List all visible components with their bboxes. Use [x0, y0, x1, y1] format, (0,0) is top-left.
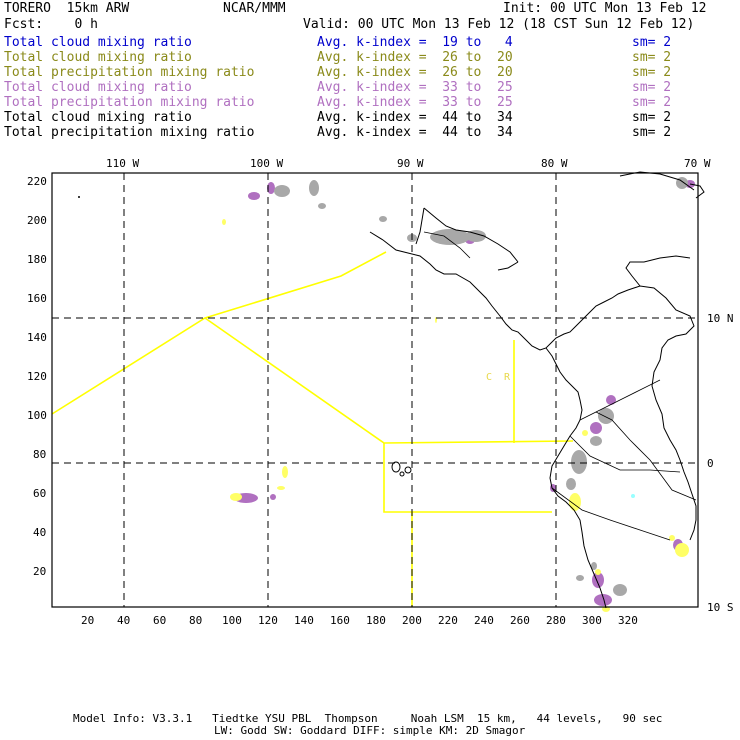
y-tick: 180	[27, 253, 47, 266]
init-time: Init: 00 UTC Mon 13 Feb 12	[503, 1, 707, 16]
x-tick: 220	[438, 614, 458, 627]
cyan-field-spot	[631, 494, 635, 498]
legend-kindex-1: Avg. k-index = 19 to 4	[317, 35, 513, 50]
organization-label: NCAR/MMM	[223, 1, 286, 16]
legend-sm-4: sm= 2	[632, 80, 672, 95]
legend-kindex-7: Avg. k-index = 44 to 34	[317, 125, 513, 140]
legend-sm-7: sm= 2	[632, 125, 672, 140]
y-tick: 100	[27, 409, 47, 422]
legend-kindex-6: Avg. k-index = 44 to 34	[317, 110, 513, 125]
legend-field-1: Total cloud mixing ratio	[4, 35, 192, 50]
domain-outline	[51, 251, 387, 415]
x-tick: 140	[294, 614, 314, 627]
legend-field-4: Total cloud mixing ratio	[4, 80, 192, 95]
x-tick: 60	[153, 614, 167, 627]
x-tick: 120	[258, 614, 278, 627]
domain-outline-2	[204, 317, 574, 444]
y-tick: 120	[27, 370, 47, 383]
x-tick: 200	[402, 614, 422, 627]
legend-sm-2: sm= 2	[632, 50, 672, 65]
x-tick: 240	[474, 614, 494, 627]
legend-kindex-3: Avg. k-index = 26 to 20	[317, 65, 513, 80]
legend-sm-6: sm= 2	[632, 110, 672, 125]
lat-label-10n: 10 N	[707, 312, 734, 325]
y-tick: 160	[27, 292, 47, 305]
y-tick: 140	[27, 331, 47, 344]
legend-field-5: Total precipitation mixing ratio	[4, 95, 255, 110]
coastline	[369, 171, 697, 609]
x-tick: 260	[510, 614, 530, 627]
x-tick: 320	[618, 614, 638, 627]
map-frame	[51, 172, 699, 608]
x-tick: 280	[546, 614, 566, 627]
legend-sm-5: sm= 2	[632, 95, 672, 110]
y-tick: 80	[33, 448, 47, 461]
country-annotation: C R	[486, 372, 511, 383]
y-tick: 60	[33, 487, 47, 500]
model-info-line-2: LW: Godd SW: Goddard DIFF: simple KM: 2D…	[214, 724, 526, 737]
x-tick: 180	[366, 614, 386, 627]
lon-label-100w: 100 W	[250, 157, 284, 170]
legend-field-6: Total cloud mixing ratio	[4, 110, 192, 125]
model-info-line-1: Model Info: V3.3.1 Tiedtke YSU PBL Thomp…	[73, 712, 663, 725]
legend-field-2: Total cloud mixing ratio	[4, 50, 192, 65]
graticule	[52, 173, 698, 607]
model-title: TORERO 15km ARW	[4, 1, 130, 16]
lat-label-10s: 10 S	[707, 601, 734, 614]
y-tick: 220	[27, 175, 47, 188]
x-tick: 160	[330, 614, 350, 627]
lon-label-110w: 110 W	[106, 157, 140, 170]
caribbean-island	[689, 183, 705, 199]
violet-field	[234, 180, 695, 606]
x-tick: 80	[189, 614, 203, 627]
legend-field-7: Total precipitation mixing ratio	[4, 125, 255, 140]
legend-field-3: Total precipitation mixing ratio	[4, 65, 255, 80]
y-tick: 200	[27, 214, 47, 227]
domain-outline-3	[383, 443, 552, 513]
legend-kindex-2: Avg. k-index = 26 to 20	[317, 50, 513, 65]
x-tick: 300	[582, 614, 602, 627]
island-dot	[78, 196, 80, 198]
legend-sm-3: sm= 2	[632, 65, 672, 80]
legend-kindex-4: Avg. k-index = 33 to 25	[317, 80, 513, 95]
lat-label-0: 0	[707, 457, 714, 470]
lon-label-80w: 80 W	[541, 157, 568, 170]
grey-field	[274, 177, 688, 596]
x-tick: 100	[222, 614, 242, 627]
y-tick: 20	[33, 565, 47, 578]
lon-label-70w: 70 W	[684, 157, 711, 170]
legend-kindex-5: Avg. k-index = 33 to 25	[317, 95, 513, 110]
galapagos-islands	[391, 461, 412, 477]
land-borders	[423, 231, 697, 541]
x-tick: 40	[117, 614, 131, 627]
yellow-field	[222, 219, 689, 612]
x-tick: 20	[81, 614, 95, 627]
lon-label-90w: 90 W	[397, 157, 424, 170]
legend-sm-1: sm= 2	[632, 35, 672, 50]
forecast-hour: Fcst: 0 h	[4, 17, 98, 32]
y-tick: 40	[33, 526, 47, 539]
valid-time: Valid: 00 UTC Mon 13 Feb 12 (18 CST Sun …	[303, 17, 695, 32]
